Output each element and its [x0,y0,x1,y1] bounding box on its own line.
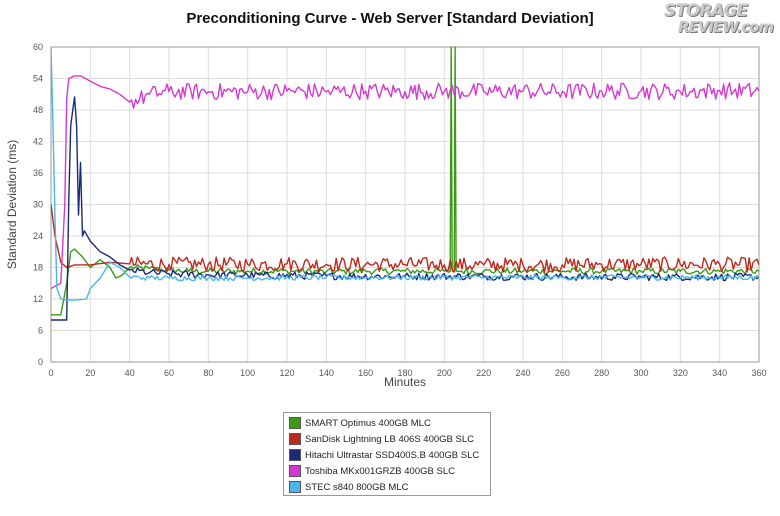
x-tick-label: 300 [633,368,648,378]
legend-item: SanDisk Lightning LB 406S 400GB SLC [289,431,490,447]
x-tick-label: 160 [358,368,373,378]
chart-title: Preconditioning Curve - Web Server [Stan… [186,10,594,27]
y-tick-label: 6 [38,326,43,336]
legend-item: STEC s840 800GB MLC [289,479,490,495]
x-tick-label: 220 [476,368,491,378]
y-tick-label: 60 [33,42,43,52]
x-tick-label: 240 [515,368,530,378]
legend-swatch [289,417,301,429]
x-tick-label: 360 [751,368,766,378]
legend-item: Toshiba MKx001GRZB 400GB SLC [289,463,490,479]
x-tick-label: 100 [240,368,255,378]
legend-swatch [289,465,301,477]
x-axis-title: Minutes [384,375,426,389]
x-tick-label: 280 [594,368,609,378]
y-tick-label: 54 [33,74,43,84]
series-line-3 [51,75,759,290]
y-tick-label: 36 [33,168,43,178]
x-tick-label: 320 [673,368,688,378]
legend-label: SMART Optimus 400GB MLC [305,417,431,429]
y-tick-label: 42 [33,137,43,147]
x-tick-label: 120 [279,368,294,378]
y-tick-label: 24 [33,231,43,241]
y-tick-label: 30 [33,200,43,210]
y-tick-label: 0 [38,357,43,367]
y-tick-label: 48 [33,105,43,115]
y-tick-label: 12 [33,294,43,304]
logo-line-2: REVIEW.com [678,18,774,36]
y-tick-label: 18 [33,263,43,273]
series-line-0 [51,46,759,316]
legend: SMART Optimus 400GB MLC SanDisk Lightning… [283,412,491,496]
y-axis-title: Standard Deviation (ms) [5,140,19,269]
x-tick-label: 260 [555,368,570,378]
storagereview-logo: STORAGE REVIEW.com [642,0,774,42]
x-tick-label: 20 [85,368,95,378]
legend-item: Hitachi Ultrastar SSD400S.B 400GB SLC [289,447,490,463]
series-line-4 [51,46,759,301]
x-tick-label: 40 [125,368,135,378]
legend-swatch [289,433,301,445]
series-line-1 [51,204,759,273]
x-tick-label: 0 [48,368,53,378]
legend-label: SanDisk Lightning LB 406S 400GB SLC [305,433,474,445]
legend-label: STEC s840 800GB MLC [305,481,409,493]
legend-item: SMART Optimus 400GB MLC [289,415,490,431]
x-tick-label: 180 [397,368,412,378]
legend-swatch [289,481,301,493]
x-tick-label: 140 [319,368,334,378]
x-tick-label: 340 [712,368,727,378]
legend-label: Hitachi Ultrastar SSD400S.B 400GB SLC [305,449,480,461]
logo-line-1: STORAGE [664,1,748,21]
x-tick-label: 200 [437,368,452,378]
x-tick-label: 80 [203,368,213,378]
x-tick-label: 60 [164,368,174,378]
legend-swatch [289,449,301,461]
legend-label: Toshiba MKx001GRZB 400GB SLC [305,465,455,477]
